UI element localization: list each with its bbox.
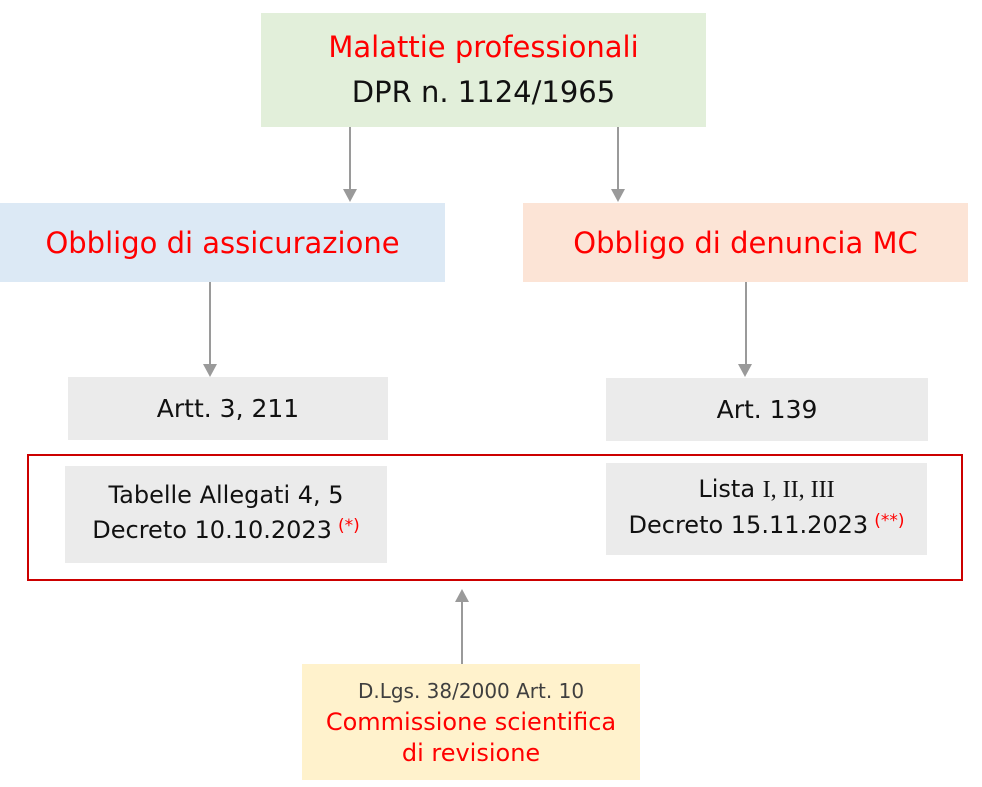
decree-text: Decreto 15.11.2023 <box>628 511 869 539</box>
arrow-root-to-right-shaft <box>617 127 619 189</box>
lista-numerals: I, II, III <box>762 477 835 503</box>
node-obbligo-assicurazione: Obbligo di assicurazione <box>0 203 445 282</box>
node-tabelle-allegati: Tabelle Allegati 4, 5 Decreto 10.10.2023… <box>65 466 387 563</box>
arrow-commission-to-frame-shaft <box>461 601 463 664</box>
node-articles-right: Art. 139 <box>606 378 928 441</box>
node-obbligo-denuncia: Obbligo di denuncia MC <box>523 203 968 282</box>
commission-name-line2: di revisione <box>401 738 541 767</box>
commission-reference: D.Lgs. 38/2000 Art. 10 <box>357 678 585 703</box>
detail-line2: Decreto 10.10.2023 (*) <box>92 513 359 551</box>
detail-line2: Decreto 15.11.2023 (**) <box>629 508 905 546</box>
arrow-up-icon <box>455 589 469 602</box>
detail-line1: Lista I, II, III <box>698 472 834 508</box>
arrow-down-icon <box>611 189 625 202</box>
arrow-down-icon <box>738 364 752 377</box>
detail-line1: Tabelle Allegati 4, 5 <box>108 481 344 509</box>
node-label: Obbligo di assicurazione <box>45 225 400 260</box>
node-commissione-scientifica: D.Lgs. 38/2000 Art. 10 Commissione scien… <box>302 664 640 780</box>
arrow-root-to-left-shaft <box>349 127 351 189</box>
root-title: Malattie professionali <box>328 30 639 64</box>
revision-frame <box>27 454 963 581</box>
node-label: Artt. 3, 211 <box>156 394 300 423</box>
lista-prefix: Lista <box>698 475 756 503</box>
root-subtitle: DPR n. 1124/1965 <box>351 75 616 109</box>
root-node-malattie-professionali: Malattie professionali DPR n. 1124/1965 <box>261 13 706 127</box>
arrow-right-branch-to-articles-shaft <box>745 282 747 364</box>
node-articles-left: Artt. 3, 211 <box>68 377 388 440</box>
arrow-down-icon <box>203 364 217 377</box>
footnote-marker: (*) <box>337 516 360 536</box>
node-label: Art. 139 <box>716 395 818 424</box>
commission-name-line1: Commissione scientifica <box>325 707 617 736</box>
decree-text: Decreto 10.10.2023 <box>92 516 332 544</box>
node-lista-malattie: Lista I, II, III Decreto 15.11.2023 (**) <box>606 463 927 555</box>
footnote-marker: (**) <box>874 511 905 531</box>
arrow-down-icon <box>343 189 357 202</box>
arrow-left-branch-to-articles-shaft <box>209 282 211 364</box>
node-label: Obbligo di denuncia MC <box>573 225 918 260</box>
